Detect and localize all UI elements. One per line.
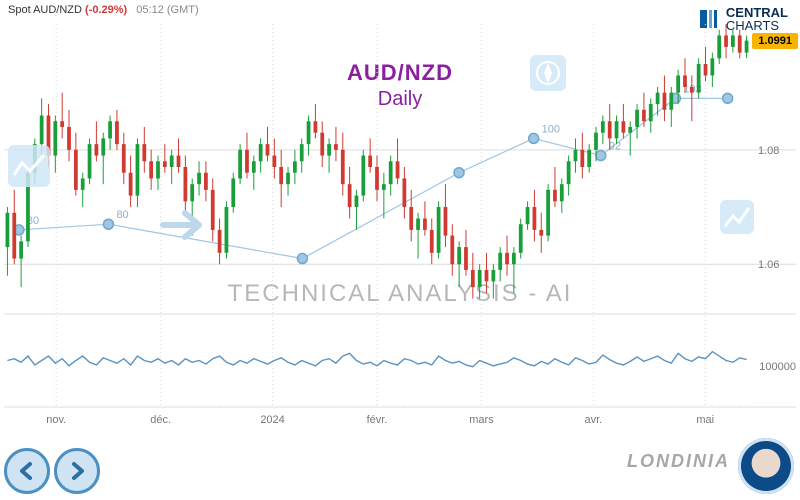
svg-text:80: 80 bbox=[116, 209, 128, 221]
chevron-right-icon bbox=[67, 461, 87, 481]
svg-text:100: 100 bbox=[542, 123, 560, 135]
svg-text:92: 92 bbox=[609, 141, 621, 153]
last-price-tag: 1.0991 bbox=[752, 33, 798, 49]
chart-container: { "header":{"symbol":"Spot AUD/NZD","cha… bbox=[0, 0, 800, 500]
svg-text:1.06: 1.06 bbox=[758, 259, 779, 271]
svg-text:1.08: 1.08 bbox=[758, 145, 779, 157]
nav-next-button[interactable] bbox=[54, 448, 100, 494]
chevron-left-icon bbox=[17, 461, 37, 481]
svg-text:déc.: déc. bbox=[150, 414, 171, 426]
nav-prev-button[interactable] bbox=[4, 448, 50, 494]
nav-buttons bbox=[4, 448, 100, 494]
svg-text:mai: mai bbox=[696, 414, 714, 426]
svg-text:nov.: nov. bbox=[46, 414, 66, 426]
svg-text:avr.: avr. bbox=[584, 414, 602, 426]
svg-text:févr.: févr. bbox=[367, 414, 388, 426]
svg-text:mars: mars bbox=[469, 414, 494, 426]
svg-text:2024: 2024 bbox=[260, 414, 284, 426]
volume-axis-label: 100000 bbox=[759, 361, 796, 373]
price-chart[interactable]: 1.061.08nov.déc.2024févr.marsavr.mai8080… bbox=[0, 0, 800, 500]
